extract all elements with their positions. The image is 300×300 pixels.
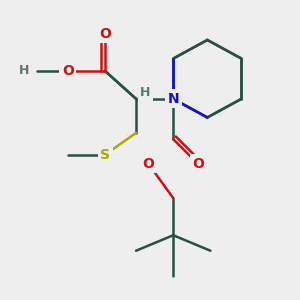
Text: H: H: [19, 64, 30, 77]
Text: O: O: [99, 27, 111, 41]
Text: H: H: [140, 86, 151, 99]
Text: O: O: [142, 157, 154, 171]
Text: O: O: [192, 157, 204, 171]
Text: O: O: [62, 64, 74, 78]
Text: N: N: [167, 92, 179, 106]
Text: S: S: [100, 148, 110, 162]
